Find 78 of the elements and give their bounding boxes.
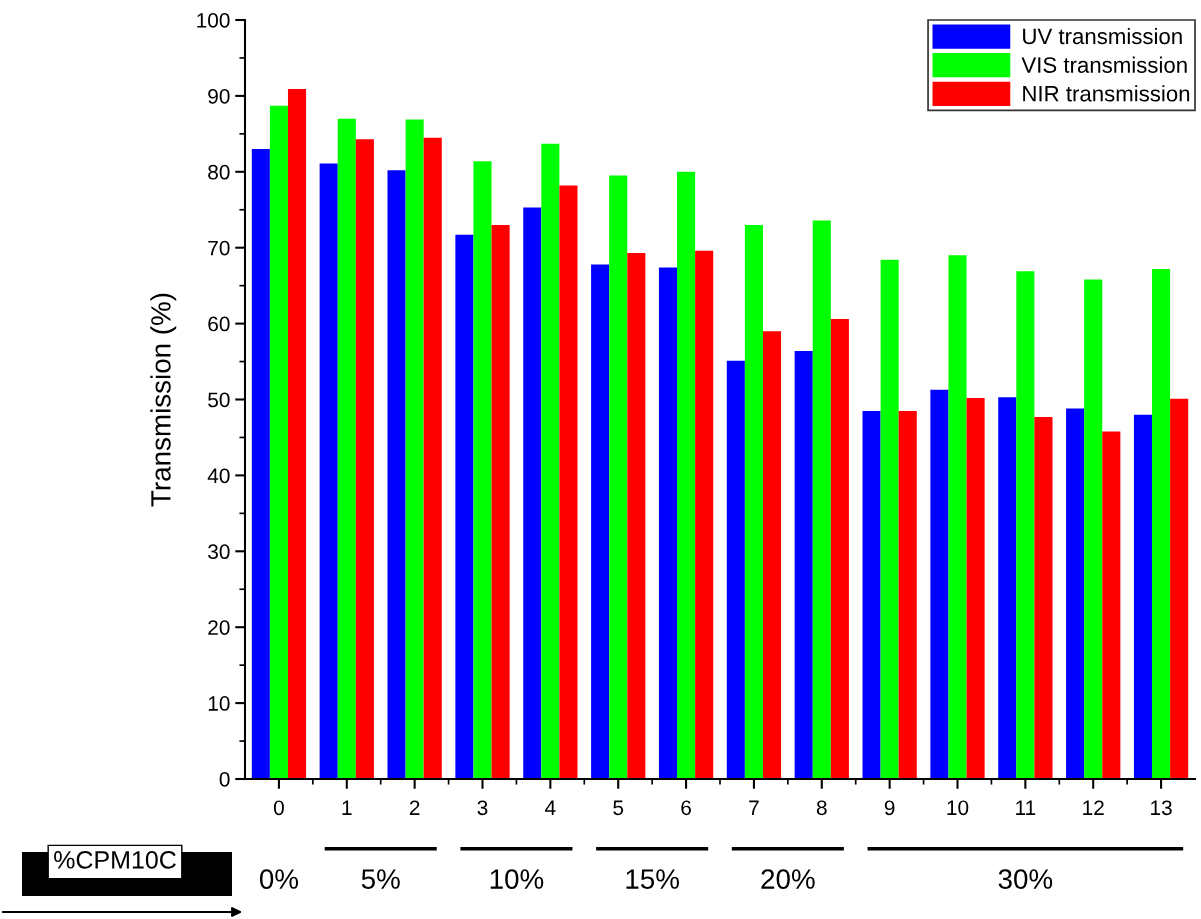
bar	[473, 161, 492, 779]
bar	[405, 119, 424, 779]
y-tick-label: 100	[197, 13, 230, 28]
bar	[948, 255, 967, 779]
y-tick-label: 70	[208, 240, 230, 256]
x-tick-label: 6	[681, 800, 691, 816]
bar	[658, 267, 678, 779]
bar	[762, 331, 782, 779]
y-tick-label: 60	[208, 316, 230, 332]
bar	[726, 360, 745, 779]
text: 15%	[626, 869, 679, 889]
y-tick-label: 40	[207, 468, 230, 484]
x-tick-label: 2	[409, 800, 420, 815]
legend-label: UV transmission	[1023, 27, 1182, 45]
bar	[1066, 408, 1085, 779]
x-tick-label: 10	[947, 800, 969, 816]
bar	[591, 264, 610, 779]
text: 20%	[761, 869, 815, 889]
y-tick-label: 80	[208, 164, 230, 180]
bar	[541, 143, 560, 779]
x-tick-label: 11	[1016, 800, 1036, 815]
bar	[523, 207, 542, 779]
bar	[794, 350, 813, 779]
bar	[287, 89, 307, 779]
bar	[1102, 431, 1121, 779]
bar	[966, 397, 985, 779]
text: 0%	[259, 869, 299, 889]
bar	[695, 250, 714, 779]
bar	[898, 410, 917, 779]
bar	[1152, 268, 1171, 779]
y-tick-label: 90	[208, 88, 230, 104]
bar	[387, 170, 406, 779]
bar	[609, 175, 628, 779]
bar	[930, 389, 949, 779]
x-tick-label: 12	[1083, 800, 1104, 815]
bar	[627, 253, 646, 779]
bar	[423, 137, 442, 779]
bar	[812, 220, 831, 779]
bar	[355, 139, 374, 779]
x-tick-label: 9	[884, 800, 895, 816]
bar	[319, 163, 338, 779]
x-tick-label: 5	[613, 800, 624, 816]
text: 10%	[490, 869, 544, 889]
x-tick-label: 7	[749, 800, 759, 815]
bar	[269, 105, 288, 779]
bar	[1170, 398, 1189, 779]
x-tick-label: 1	[342, 800, 352, 815]
text: %CPM10C	[54, 851, 176, 869]
bar	[862, 410, 881, 779]
bar	[1016, 271, 1035, 779]
y-tick-label: 0	[219, 772, 230, 787]
bar	[744, 224, 763, 779]
bar	[830, 319, 849, 779]
text: 5%	[361, 869, 400, 889]
bar	[1084, 279, 1103, 779]
legend-label: VIS transmission	[1021, 56, 1187, 73]
bar	[880, 259, 899, 779]
bar	[455, 234, 474, 779]
bar	[491, 224, 510, 779]
x-tick-label: 8	[816, 800, 827, 816]
x-tick-label: 4	[545, 800, 556, 815]
bar	[677, 171, 696, 779]
y-tick-label: 50	[208, 392, 230, 408]
y-tick-label: 20	[208, 620, 230, 635]
text: 30%	[998, 869, 1053, 889]
bar	[998, 397, 1017, 779]
bar	[251, 149, 270, 779]
legend-label: NIR transmission	[1023, 85, 1190, 102]
bar	[337, 118, 356, 779]
x-tick-label: 13	[1151, 800, 1172, 816]
x-tick-label: 0	[273, 800, 284, 816]
bar	[559, 185, 578, 779]
x-tick-label: 3	[477, 800, 488, 816]
y-tick-label: 10	[208, 696, 230, 711]
y-tick-label: 30	[208, 544, 230, 560]
y-axis-title: Transmission (%)	[150, 293, 177, 507]
bar	[1034, 416, 1053, 779]
bar	[1133, 414, 1153, 779]
